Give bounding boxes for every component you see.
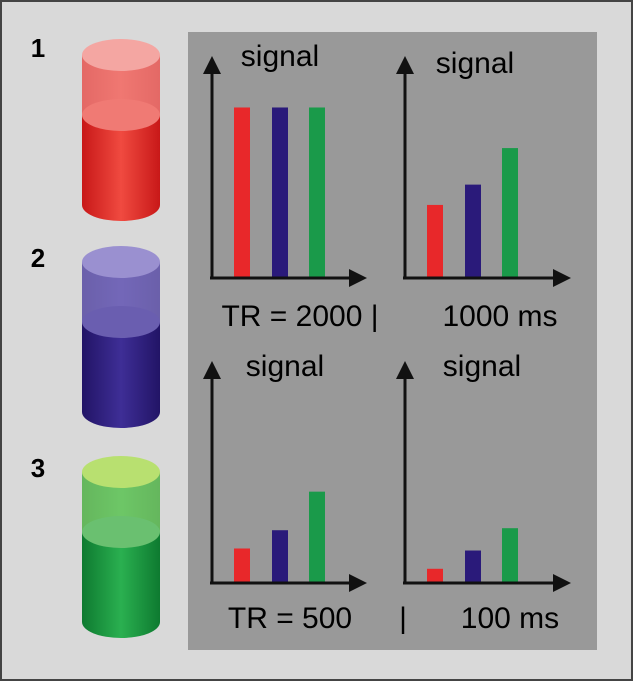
cylinder-label: 3 (31, 453, 45, 483)
y-axis-label: signal (443, 350, 521, 383)
bar (427, 204, 443, 278)
bar (465, 550, 481, 583)
y-axis-label: signal (246, 350, 324, 383)
x-axis-label: TR = 500 (228, 602, 352, 635)
bar (234, 548, 250, 583)
bar (272, 530, 288, 583)
bar (309, 107, 325, 278)
bar (502, 148, 518, 278)
x-axis-label: 1000 ms (442, 300, 557, 333)
y-axis-label: signal (436, 47, 514, 80)
x-axis-label: 100 ms (461, 602, 559, 635)
y-axis-label: signal (241, 40, 319, 73)
cylinder-red (82, 39, 160, 221)
panel (188, 32, 597, 650)
x-axis-label: TR = 2000 | (221, 300, 378, 333)
cylinder-label: 2 (31, 243, 45, 273)
bar (309, 491, 325, 583)
separator: | (399, 602, 407, 635)
cylinder-green (82, 456, 160, 638)
bar (272, 107, 288, 278)
cylinder-label: 1 (31, 33, 45, 63)
bar (465, 184, 481, 278)
cylinder-blue (82, 246, 160, 428)
bar (234, 107, 250, 278)
bar (427, 568, 443, 583)
bar (502, 528, 518, 583)
